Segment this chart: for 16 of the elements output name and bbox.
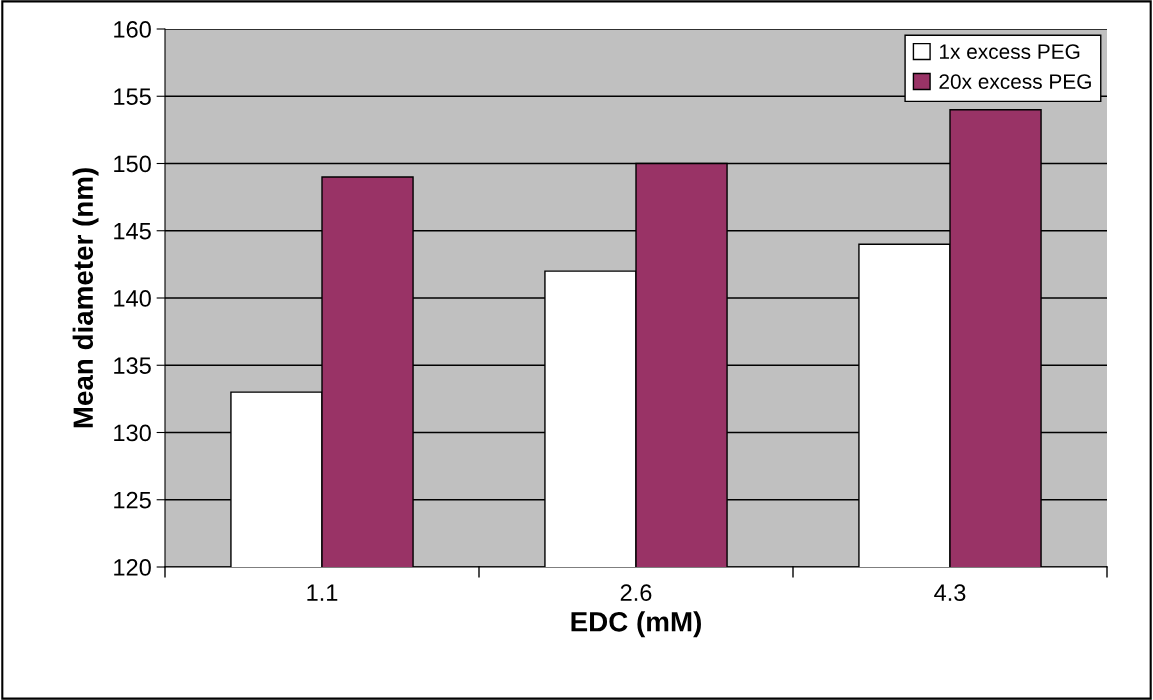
- y-tick-label: 125: [114, 491, 151, 509]
- x-tick-label: 2.6: [620, 584, 652, 602]
- y-tick-label: 150: [114, 155, 151, 173]
- y-tick-label: 145: [114, 223, 151, 240]
- y-tick-label: 140: [114, 290, 151, 307]
- x-axis-title: EDC (mM): [571, 611, 701, 638]
- y-tick-label: 155: [114, 88, 151, 106]
- legend-label: 20x excess PEG: [939, 74, 1091, 89]
- y-tick-label: 130: [114, 424, 151, 442]
- y-tick-label: 160: [114, 21, 151, 38]
- x-tick-label: 4.3: [934, 584, 966, 602]
- y-tick-label: 120: [114, 559, 151, 576]
- y-tick-label: 135: [114, 357, 151, 375]
- y-axis-title: Mean diameter (nm): [72, 168, 99, 428]
- x-tick-label: 1.1: [307, 584, 338, 601]
- legend-label: 1x excess PEG: [940, 44, 1080, 59]
